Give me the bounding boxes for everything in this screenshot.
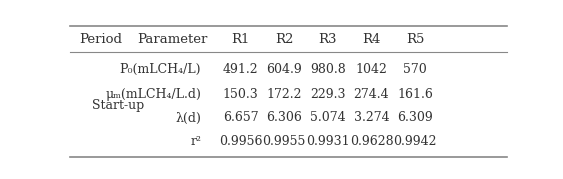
Text: 274.4: 274.4 (354, 88, 389, 101)
Text: 0.9942: 0.9942 (394, 135, 437, 148)
Text: 172.2: 172.2 (266, 88, 302, 101)
Text: 980.8: 980.8 (310, 63, 346, 76)
Text: 3.274: 3.274 (354, 112, 389, 124)
Text: 0.9931: 0.9931 (306, 135, 350, 148)
Text: 5.074: 5.074 (310, 112, 346, 124)
Text: R4: R4 (362, 33, 381, 46)
Text: 6.306: 6.306 (266, 112, 302, 124)
Text: 491.2: 491.2 (223, 63, 258, 76)
Text: 570: 570 (403, 63, 427, 76)
Text: R3: R3 (319, 33, 337, 46)
Text: 6.309: 6.309 (397, 112, 433, 124)
Text: P₀(mLCH₄/L): P₀(mLCH₄/L) (120, 63, 202, 76)
Text: 604.9: 604.9 (266, 63, 302, 76)
Text: 150.3: 150.3 (223, 88, 258, 101)
Text: λ(d): λ(d) (176, 112, 202, 124)
Text: μₘ(mLCH₄/L.d): μₘ(mLCH₄/L.d) (105, 88, 202, 101)
Text: 6.657: 6.657 (223, 112, 258, 124)
Text: 0.9956: 0.9956 (219, 135, 262, 148)
Text: Period: Period (79, 33, 122, 46)
Text: R5: R5 (406, 33, 425, 46)
Text: R1: R1 (231, 33, 250, 46)
Text: 0.9955: 0.9955 (262, 135, 306, 148)
Text: Parameter: Parameter (138, 33, 208, 46)
Text: Start-up: Start-up (92, 99, 145, 112)
Text: 161.6: 161.6 (397, 88, 433, 101)
Text: 0.9628: 0.9628 (350, 135, 393, 148)
Text: r²: r² (190, 135, 202, 148)
Text: 229.3: 229.3 (310, 88, 346, 101)
Text: R2: R2 (275, 33, 293, 46)
Text: 1042: 1042 (355, 63, 387, 76)
